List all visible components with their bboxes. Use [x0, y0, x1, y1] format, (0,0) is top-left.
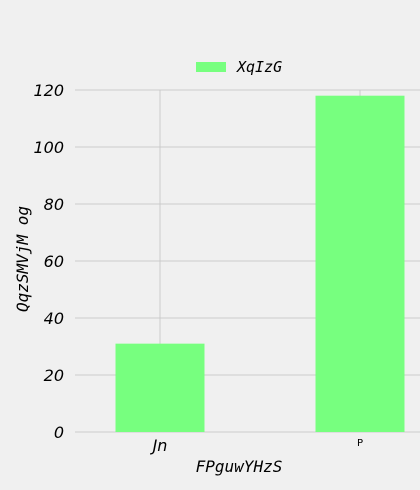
legend-swatch [196, 62, 226, 72]
y-tick-labels: 0 20 40 60 80 100 120 [33, 81, 64, 442]
y-tick-label: 120 [33, 81, 64, 100]
x-tick-label: P [357, 438, 363, 449]
x-tick-labels: Jn P [150, 436, 363, 455]
y-tick-label: 80 [44, 195, 64, 214]
y-axis-title: QqzSMVjM og [13, 206, 32, 312]
legend: XqIzG [196, 58, 282, 76]
y-tick-label: 20 [44, 366, 64, 385]
x-tick-label: Jn [150, 436, 168, 455]
y-tick-label: 100 [33, 138, 64, 157]
bar-p [315, 95, 405, 432]
y-tick-label: 0 [54, 423, 64, 442]
x-axis-title: FPguwYHzS [196, 457, 283, 476]
legend-label: XqIzG [236, 58, 282, 76]
y-tick-label: 40 [44, 309, 64, 328]
bars [115, 95, 405, 432]
y-tick-label: 60 [44, 252, 64, 271]
bar-jn [115, 343, 205, 432]
